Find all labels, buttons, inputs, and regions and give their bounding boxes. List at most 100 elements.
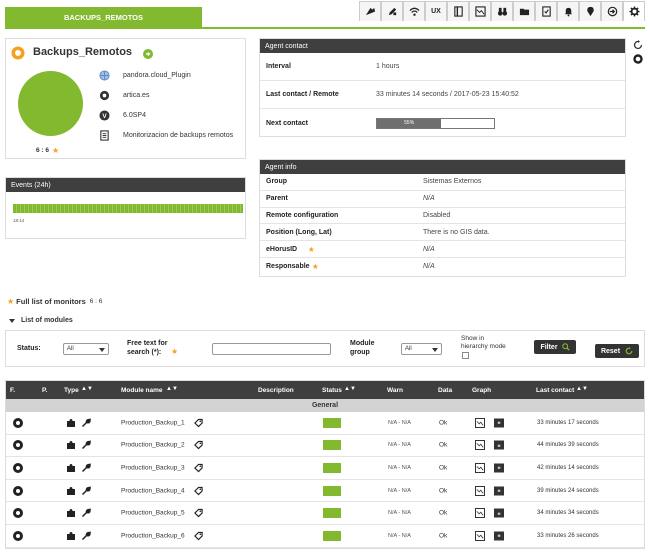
- table-row: Production_Backup_2 N/A - N/A Ok ▦ 44 minute…: [6, 435, 644, 458]
- module-name[interactable]: Production_Backup_6: [121, 532, 185, 540]
- events-title: Events (24h): [6, 178, 245, 192]
- data-table-icon[interactable]: ▦: [494, 508, 504, 518]
- reset-button[interactable]: Reset: [595, 344, 639, 358]
- login-icon[interactable]: [601, 1, 623, 21]
- data-table-icon[interactable]: ▦: [494, 463, 504, 473]
- agent-info-row: Position (Long, Lat) There is no GIS data…: [260, 224, 625, 242]
- modules-list-toggle[interactable]: List of modules: [9, 317, 73, 324]
- col-last-contact[interactable]: Last contact: [536, 387, 575, 394]
- col-p[interactable]: P.: [42, 387, 48, 394]
- tag-icon[interactable]: [194, 486, 203, 496]
- tag-icon[interactable]: [194, 508, 203, 518]
- notebook-icon[interactable]: [447, 1, 469, 21]
- col-warn[interactable]: Warn: [387, 387, 404, 394]
- puzzle-icon: [67, 509, 75, 518]
- hierarchy-label-1: Show in: [461, 335, 485, 342]
- events-time-label: 18:14: [13, 218, 25, 223]
- filter-button[interactable]: Filter: [534, 340, 576, 354]
- status-indicator: [323, 485, 341, 496]
- graph-icon[interactable]: [475, 417, 485, 428]
- module-name[interactable]: Production_Backup_1: [121, 419, 185, 427]
- status-select[interactable]: All: [63, 343, 109, 355]
- wrench-icon[interactable]: [81, 417, 91, 428]
- module-name[interactable]: Production_Backup_2: [121, 441, 185, 449]
- agent-info-key: Group: [266, 178, 287, 186]
- search-input[interactable]: [212, 343, 331, 355]
- checklist-icon[interactable]: [535, 1, 557, 21]
- agent-info-row: Group Sistemas Externos: [260, 174, 625, 191]
- table-row: Production_Backup_6 N/A - N/A Ok ▦ 33 minute…: [6, 525, 644, 548]
- ux-icon[interactable]: UX: [425, 1, 447, 21]
- map-pin-icon[interactable]: [579, 1, 601, 21]
- flag-ring-icon[interactable]: [13, 417, 23, 428]
- tag-icon[interactable]: [194, 418, 203, 428]
- status-indicator: [323, 440, 341, 451]
- flag-ring-icon[interactable]: [13, 462, 23, 473]
- graph-icon[interactable]: [475, 530, 485, 541]
- tab-agent-name[interactable]: BACKUPS_REMOTOS: [5, 7, 202, 27]
- data-table-icon[interactable]: ▦: [494, 531, 504, 541]
- wrench-icon[interactable]: [81, 530, 91, 541]
- graph-icon[interactable]: [475, 485, 485, 496]
- table-row: Production_Backup_3 N/A - N/A Ok ▦ 42 minute…: [6, 457, 644, 480]
- gear-icon[interactable]: [623, 1, 645, 21]
- tag-icon[interactable]: [194, 463, 203, 473]
- sort-arrows-icon[interactable]: ▲▼: [166, 386, 178, 392]
- col-f[interactable]: F.: [10, 387, 16, 394]
- col-module-name[interactable]: Module name: [121, 387, 163, 394]
- tag-icon[interactable]: [194, 531, 203, 541]
- tag-icon[interactable]: [194, 441, 203, 450]
- sort-arrows-icon[interactable]: ▲▼: [81, 386, 93, 392]
- col-graph[interactable]: Graph: [472, 387, 492, 394]
- graph-icon[interactable]: [475, 508, 485, 519]
- table-row: Production_Backup_5 N/A - N/A Ok ▦ 34 minute…: [6, 502, 644, 525]
- wrench-icon[interactable]: [81, 440, 91, 450]
- agent-info-key: Position (Long, Lat): [266, 228, 332, 236]
- col-type[interactable]: Type: [64, 387, 79, 394]
- monitors-title: Full list of monitors: [16, 297, 86, 306]
- puzzle-icon: [67, 486, 75, 495]
- data-table-icon[interactable]: ▦: [494, 440, 504, 450]
- svg-text:V: V: [102, 112, 107, 119]
- col-data[interactable]: Data: [438, 387, 453, 394]
- flag-ring-icon[interactable]: [13, 440, 23, 451]
- edit-icon[interactable]: [381, 1, 403, 21]
- free-text-label-2: search (*):: [127, 349, 162, 356]
- module-name[interactable]: Production_Backup_5: [121, 509, 185, 517]
- data-table-icon[interactable]: ▦: [494, 486, 504, 496]
- module-name[interactable]: Production_Backup_4: [121, 487, 185, 495]
- col-description[interactable]: Description: [258, 387, 294, 394]
- wrench-icon[interactable]: [81, 463, 91, 473]
- wrench-icon[interactable]: [81, 485, 91, 496]
- manage-icon[interactable]: [359, 1, 381, 21]
- events-bar[interactable]: [13, 204, 243, 213]
- module-group-select[interactable]: All: [401, 343, 442, 355]
- wrench-icon[interactable]: [81, 508, 91, 518]
- module-warn: N/A - N/A: [388, 532, 411, 539]
- data-table-icon[interactable]: ▦: [494, 418, 504, 428]
- agent-info-row: Remote configuration Disabled: [260, 208, 625, 225]
- next-contact-row: Next contact 55%: [260, 109, 625, 137]
- reset-icon: [625, 347, 633, 355]
- status-indicator: [323, 462, 341, 473]
- module-warn: N/A - N/A: [388, 487, 411, 494]
- wifi-icon[interactable]: [403, 1, 425, 21]
- flag-ring-icon[interactable]: [13, 485, 23, 496]
- folder-icon[interactable]: [513, 1, 535, 21]
- filter-button-label: Filter: [540, 343, 558, 351]
- bell-icon[interactable]: [557, 1, 579, 21]
- graph-icon[interactable]: [475, 440, 485, 451]
- toolbar: UX: [359, 1, 645, 21]
- sort-arrows-icon[interactable]: ▲▼: [344, 386, 356, 392]
- agent-info-key: Responsable: [266, 262, 310, 270]
- module-name[interactable]: Production_Backup_3: [121, 464, 185, 472]
- flag-ring-icon[interactable]: [13, 508, 23, 519]
- refresh-icon[interactable]: [633, 40, 643, 50]
- hierarchy-checkbox[interactable]: [462, 352, 469, 359]
- graph-icon[interactable]: [469, 1, 491, 21]
- flag-ring-icon[interactable]: [13, 530, 23, 541]
- binoculars-icon[interactable]: [491, 1, 513, 21]
- col-status[interactable]: Status: [322, 387, 342, 394]
- sort-arrows-icon[interactable]: ▲▼: [576, 386, 588, 392]
- graph-icon[interactable]: [475, 462, 485, 473]
